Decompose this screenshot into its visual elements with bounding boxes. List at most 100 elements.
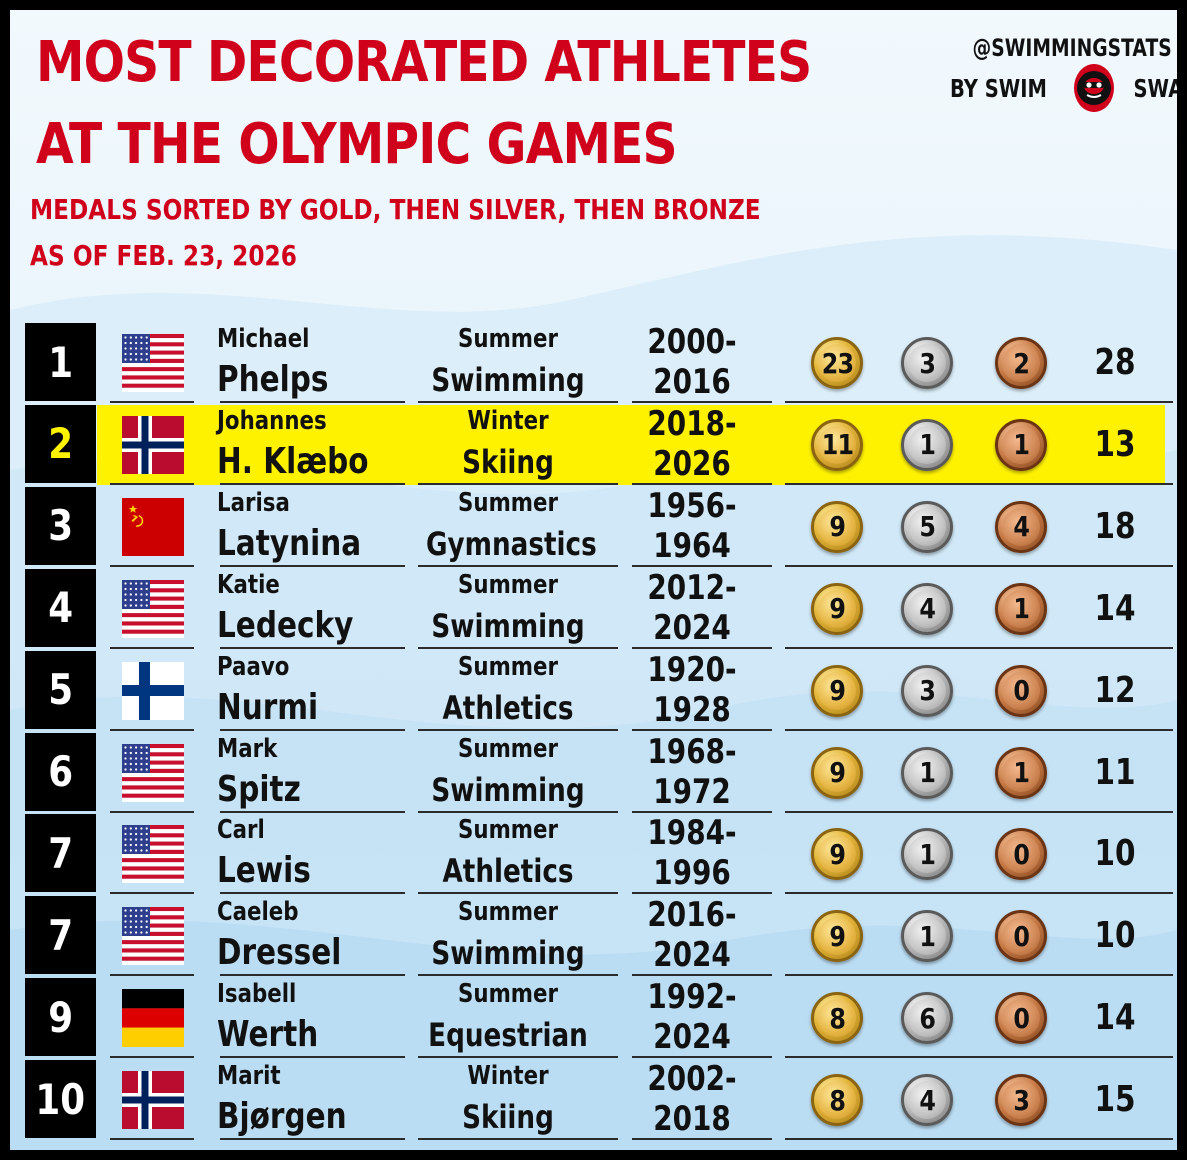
years-end: 1972: [653, 771, 731, 812]
total-medals: 11: [1094, 751, 1136, 793]
athlete-last-name: Dressel: [217, 932, 342, 974]
athlete-last-name: Nurmi: [217, 686, 319, 728]
rank-badge: 4: [25, 568, 96, 647]
silver-count: 1: [919, 756, 936, 789]
row-divider: [785, 1056, 1173, 1059]
row-divider: [110, 646, 194, 649]
table-row-2: 2 Johannes H. Klæbo Winter Skiing 2018- …: [10, 404, 1177, 486]
silver-count: 1: [919, 919, 936, 953]
bronze-medal-icon: 0: [995, 910, 1047, 963]
row-divider: [632, 728, 772, 731]
credit-swam: SWAM: [1133, 73, 1184, 103]
norway-flag-icon: [122, 415, 184, 474]
row-divider: [418, 646, 618, 649]
bronze-count: 1: [1013, 592, 1030, 626]
swimswam-logo-icon: [1074, 64, 1115, 112]
gold-count: 9: [829, 756, 846, 789]
rank-value: 10: [35, 1074, 86, 1124]
row-divider: [220, 646, 405, 649]
sport-name: Swimming: [431, 361, 585, 399]
rank-badge: 1: [25, 323, 96, 401]
row-divider: [785, 892, 1173, 895]
row-highlight: [97, 404, 1165, 485]
row-divider: [110, 892, 194, 895]
table-row-5: 5 Paavo Nurmi Summer Athletics 1920- 192…: [10, 650, 1177, 732]
usa-flag-icon: [122, 825, 184, 884]
gold-medal-icon: 11: [811, 418, 863, 471]
athlete-first-name: Johannes: [217, 405, 327, 436]
gold-medal-icon: 23: [811, 337, 863, 389]
page-title-line-2: AT THE OLYMPIC GAMES: [36, 112, 678, 177]
germany-flag-icon: [122, 989, 184, 1048]
athlete-first-name: Larisa: [217, 487, 290, 518]
total-medals: 14: [1094, 997, 1136, 1039]
games-season: Summer: [458, 897, 558, 928]
row-divider: [220, 728, 405, 731]
row-divider: [220, 1056, 405, 1059]
row-divider: [785, 728, 1173, 731]
gold-medal-icon: 9: [811, 828, 863, 881]
athlete-first-name: Mark: [217, 733, 278, 764]
sport-name: Swimming: [431, 770, 585, 809]
athlete-last-name: Ledecky: [217, 604, 354, 646]
athlete-last-name: Latynina: [217, 522, 362, 564]
years-end: 2024: [653, 1017, 731, 1058]
bronze-count: 2: [1013, 346, 1030, 380]
row-divider: [785, 810, 1173, 813]
gold-count: 9: [829, 919, 846, 953]
rank-value: 4: [48, 583, 73, 633]
bronze-count: 4: [1013, 510, 1030, 544]
gold-medal-icon: 9: [811, 910, 863, 963]
row-divider: [220, 401, 405, 403]
bronze-count: 1: [1013, 756, 1030, 789]
rank-badge: 10: [25, 1060, 96, 1139]
bronze-count: 0: [1013, 919, 1030, 953]
rank-value: 2: [48, 419, 73, 469]
athlete-last-name: Phelps: [217, 359, 329, 400]
row-divider: [418, 1056, 618, 1059]
silver-medal-icon: 5: [901, 500, 953, 553]
row-divider: [632, 401, 772, 403]
bronze-medal-icon: 1: [995, 582, 1047, 635]
silver-count: 1: [919, 837, 936, 871]
bronze-count: 0: [1013, 674, 1030, 708]
games-season: Summer: [458, 324, 558, 354]
bronze-medal-icon: 2: [995, 337, 1047, 389]
silver-count: 6: [919, 1001, 936, 1035]
row-divider: [220, 892, 405, 895]
bronze-count: 3: [1013, 1083, 1030, 1117]
athlete-first-name: Caeleb: [217, 897, 299, 928]
athlete-first-name: Carl: [217, 815, 265, 846]
usa-flag-icon: [122, 743, 184, 802]
row-divider: [418, 401, 618, 403]
rank-badge: 7: [25, 896, 96, 975]
bronze-count: 1: [1013, 428, 1030, 462]
total-medals: 14: [1094, 587, 1136, 629]
row-divider: [785, 974, 1173, 977]
sport-name: Skiing: [462, 1098, 554, 1137]
years-start: 2016-: [647, 895, 737, 936]
games-season: Summer: [458, 815, 558, 846]
rank-value: 9: [48, 992, 73, 1042]
row-divider: [110, 401, 194, 403]
gold-count: 9: [829, 674, 846, 708]
row-divider: [632, 482, 772, 485]
total-medals: 18: [1094, 505, 1136, 547]
rank-value: 1: [48, 337, 73, 387]
rank-badge: 6: [25, 732, 96, 811]
table-row-1: 1 Michael Phelps Summer Swimming 2000- 2…: [10, 322, 1177, 404]
bronze-medal-icon: 0: [995, 992, 1047, 1045]
years-end: 1928: [653, 689, 731, 730]
bronze-medal-icon: 1: [995, 418, 1047, 471]
total-medals: 10: [1094, 915, 1136, 957]
row-divider: [418, 892, 618, 895]
years-start: 1968-: [647, 731, 737, 772]
row-divider: [220, 974, 405, 977]
years-start: 2018-: [647, 403, 737, 444]
row-divider: [110, 1056, 194, 1059]
years-start: 1984-: [647, 813, 737, 854]
table-row-3: 3 Larisa Latynina Summer Gymnastics 1956…: [10, 486, 1177, 568]
credit-block: @SWIMMINGSTATS BY SWIM SWAM: [950, 34, 1177, 112]
gold-count: 23: [821, 346, 853, 380]
sport-name: Equestrian: [428, 1016, 588, 1055]
